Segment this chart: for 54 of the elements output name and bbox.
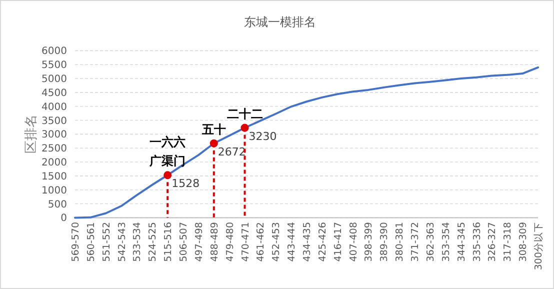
x-tick-label: 425-426	[317, 222, 328, 262]
y-tick-label: 4500	[42, 88, 67, 99]
x-tick-label: 434-435	[302, 222, 313, 262]
x-tick-label: 353-354	[440, 222, 452, 262]
chart-title: 东城一模排名	[244, 15, 316, 29]
y-tick-label: 2000	[42, 158, 67, 169]
annotation: 一六六	[150, 135, 186, 150]
y-tick-label: 3500	[42, 116, 67, 127]
y-axis-title: 区排名	[24, 114, 39, 154]
x-tick-label: 300分以下	[532, 222, 544, 270]
x-tick-label: 443-444	[286, 222, 298, 262]
x-tick-label: 524-525	[148, 222, 159, 262]
x-tick-label: 533-534	[132, 222, 144, 262]
y-tick-label: 1000	[42, 185, 67, 196]
x-tick-label: 551-552	[101, 222, 112, 262]
y-tick-label: 4000	[42, 102, 67, 113]
x-tick-label: 371-372	[410, 222, 422, 262]
x-tick-label: 344-345	[456, 222, 468, 262]
annotation: 广渠门	[148, 154, 186, 168]
y-tick-label: 500	[48, 199, 67, 210]
x-tick-label: 452-453	[271, 222, 282, 262]
x-tick-label: 308-309	[518, 222, 530, 262]
x-tick-label: 389-390	[379, 222, 390, 262]
x-tick-label: 326-327	[487, 222, 498, 262]
data-label: 1528	[172, 177, 200, 190]
x-tick-label: 560-561	[86, 222, 97, 262]
x-tick-label: 470-471	[240, 222, 252, 262]
y-tick-label: 6000	[42, 46, 67, 58]
y-tick-label: 0	[60, 213, 67, 224]
x-tick-label: 497-498	[194, 222, 205, 262]
x-tick-label: 335-336	[472, 222, 483, 262]
data-label: 2672	[218, 145, 246, 158]
x-tick-label: 488-489	[209, 222, 220, 262]
y-tick-label: 5000	[42, 74, 67, 86]
x-tick-label: 398-399	[364, 222, 375, 262]
x-tick-label: 362-363	[425, 222, 436, 262]
x-tick-label: 569-570	[70, 222, 82, 262]
y-tick-label: 1500	[42, 171, 67, 182]
x-tick-label: 515-516	[163, 222, 174, 262]
x-tick-label: 380-381	[394, 222, 406, 262]
x-tick-label: 416-417	[332, 222, 344, 262]
annotation: 二十二	[226, 106, 263, 121]
x-tick-label: 542-543	[116, 222, 128, 262]
annotation: 五十	[200, 122, 226, 136]
x-tick-label: 479-480	[224, 222, 236, 262]
y-tick-label: 5500	[42, 60, 67, 72]
x-tick-label: 317-318	[502, 222, 514, 262]
y-tick-label: 3000	[42, 130, 67, 141]
line-series	[74, 66, 539, 219]
x-tick-label: 461-462	[256, 222, 267, 262]
x-tick-label: 407-408	[348, 222, 360, 262]
x-tick-label: 506-507	[178, 222, 190, 262]
data-label: 3230	[248, 130, 277, 143]
y-tick-label: 2500	[42, 144, 67, 155]
